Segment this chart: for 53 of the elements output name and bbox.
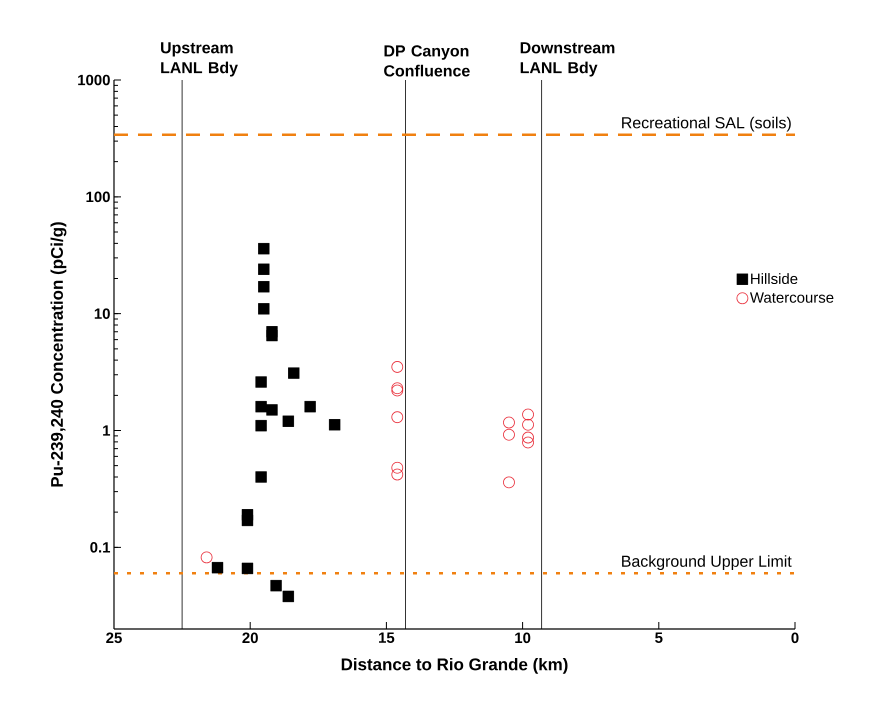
y-tick-label: 1000 <box>78 74 110 86</box>
point <box>266 404 278 416</box>
y-axis-title: Pu-239,240 Concentration (pCi/g) <box>50 222 66 487</box>
point <box>258 303 270 315</box>
point <box>212 562 224 574</box>
x-tick-label: 15 <box>379 632 394 643</box>
point <box>288 367 300 379</box>
point <box>282 590 294 602</box>
point <box>391 384 404 396</box>
ref-line-label: Downstream LANL Bdy <box>520 42 614 76</box>
point <box>255 376 267 388</box>
ref-line-label: Recreational SAL (soils) <box>622 116 791 132</box>
ref-line-label: Background Upper Limit <box>622 555 792 570</box>
point <box>266 330 278 342</box>
point <box>270 580 282 592</box>
ref-line-label: DP Canyon Confluence <box>384 45 470 76</box>
point <box>304 400 316 412</box>
point <box>522 408 534 420</box>
point <box>242 562 254 574</box>
point <box>391 462 404 474</box>
point <box>522 418 534 431</box>
ref-line-label: Upstream LANL Bdy <box>161 42 238 76</box>
point <box>522 432 534 444</box>
y-tick-label: 10 <box>94 308 110 319</box>
point <box>282 416 294 427</box>
point <box>255 420 267 432</box>
point <box>503 476 515 488</box>
legend-label: Watercourse <box>750 292 834 303</box>
x-tick-label: 25 <box>106 632 122 644</box>
y-tick-label: 100 <box>86 192 110 202</box>
point <box>503 416 515 428</box>
point <box>258 242 270 254</box>
point <box>391 468 404 480</box>
x-tick-label: 0 <box>791 632 799 644</box>
point <box>391 361 404 373</box>
point <box>328 419 340 430</box>
point <box>255 471 267 483</box>
point <box>503 428 515 441</box>
point <box>255 400 267 412</box>
point <box>391 382 404 394</box>
x-tick-label: 10 <box>515 632 530 644</box>
y-tick-label: 0.1 <box>90 542 110 553</box>
legend-label: Hillside <box>751 273 798 284</box>
point <box>258 264 270 275</box>
point <box>258 281 270 292</box>
x-tick-label: 20 <box>242 632 258 644</box>
point <box>522 436 534 448</box>
point <box>200 552 213 564</box>
point <box>242 514 254 526</box>
x-tick-label: 5 <box>655 632 663 643</box>
x-axis-title: Distance to Rio Grande (km) <box>342 658 568 674</box>
point <box>391 411 404 424</box>
y-tick-label: 1 <box>103 425 110 436</box>
